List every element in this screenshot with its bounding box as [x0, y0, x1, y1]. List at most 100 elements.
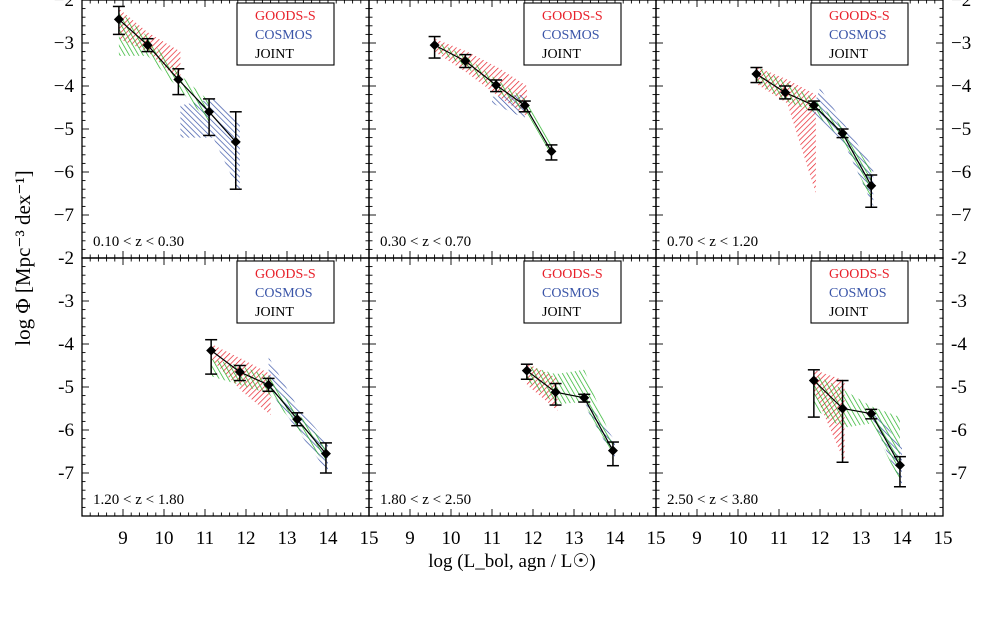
x-tick-label: 13: [852, 528, 871, 549]
x-tick-label: 9: [405, 528, 415, 549]
x-tick-label: 12: [237, 528, 256, 549]
y-tick-label: −7: [54, 205, 74, 226]
cosmos-band: [180, 98, 240, 194]
joint-line: [526, 370, 614, 451]
x-tick-label: 11: [770, 528, 788, 549]
x-tick-label: 11: [483, 528, 501, 549]
data-point: [894, 460, 905, 471]
y-tick-label: -7: [951, 463, 967, 484]
panel-6: -2 -3 -4 -5 -6 -7 9 10 11 12 13 14 15 GOODS-S COSMOS JO…: [655, 248, 967, 549]
panel-5: 9 10 11 12 13 14 15 GOODS-S COSMOS JOINT 1.80 < z …: [368, 257, 666, 549]
data-point: [780, 87, 791, 98]
legend-item: COSMOS: [542, 28, 600, 43]
y-tick-label: -3: [58, 291, 74, 312]
y-tick-label: −6: [54, 162, 74, 183]
data-point: [837, 403, 848, 414]
panel-2: GOODS-S COSMOS JOINT 0.30 < z < 0.70: [368, 0, 657, 259]
x-tick-label: 13: [565, 528, 584, 549]
data-point: [173, 74, 184, 85]
data-point: [292, 414, 303, 425]
panel-1: −2 −3 −4 −5 −6 −7 GOODS-S COSMOS JOINT 0.10 < z <…: [54, 0, 370, 259]
redshift-label: 0.10 < z < 0.30: [93, 234, 184, 250]
x-tick-label: 15: [934, 528, 953, 549]
x-tick-label: 9: [118, 528, 128, 549]
legend-item: JOINT: [255, 47, 294, 62]
legend-box: [236, 260, 335, 324]
legend-box: [810, 2, 909, 66]
panel-4: -2 -3 -4 -5 -6 -7 9 10 11 12 13 14 15 GOODS-S COSMOS JO…: [58, 248, 378, 549]
legend-item: JOINT: [829, 47, 868, 62]
data-point: [837, 128, 848, 139]
data-point: [751, 68, 762, 79]
legend-item: COSMOS: [255, 28, 313, 43]
redshift-label: 0.70 < z < 1.20: [667, 234, 758, 250]
y-tick-label: −6: [951, 162, 971, 183]
x-tick-label: 13: [278, 528, 297, 549]
legend-item: GOODS-S: [542, 267, 603, 282]
joint-band: [756, 66, 872, 200]
data-point: [866, 180, 877, 191]
data-point: [550, 387, 561, 398]
joint-band: [813, 374, 900, 482]
legend-item: COSMOS: [542, 286, 600, 301]
data-point: [521, 365, 532, 376]
panel-3: −2 −3 −4 −5 −6 −7 GOODS-S COSMOS JOINT 0.70 < z <…: [655, 0, 972, 259]
y-tick-label: −4: [54, 76, 75, 97]
cosmos-band: [811, 88, 874, 207]
data-point: [113, 14, 124, 25]
y-tick-label: −2: [951, 0, 971, 11]
data-point: [808, 375, 819, 386]
data-point: [234, 366, 245, 377]
legend-item: JOINT: [542, 305, 581, 320]
x-tick-label: 10: [442, 528, 461, 549]
y-tick-label: −2: [54, 0, 74, 11]
y-tick-label: −5: [54, 119, 74, 140]
x-tick-label: 12: [811, 528, 830, 549]
y-tick-label: -6: [58, 420, 74, 441]
y-tick-label: −3: [951, 33, 971, 54]
x-tick-label: 10: [729, 528, 748, 549]
x-tick-label: 14: [893, 528, 913, 549]
data-point: [491, 80, 502, 91]
redshift-label: 0.30 < z < 0.70: [380, 234, 471, 250]
legend-box: [236, 2, 335, 66]
y-tick-label: -2: [951, 248, 967, 269]
y-tick-label: -5: [58, 377, 74, 398]
legend-item: COSMOS: [829, 286, 887, 301]
legend-item: GOODS-S: [829, 9, 890, 24]
data-point: [579, 392, 590, 403]
y-tick-label: −5: [951, 119, 971, 140]
redshift-label: 1.20 < z < 1.80: [93, 492, 184, 508]
legend-item: GOODS-S: [255, 267, 316, 282]
data-point: [206, 345, 217, 356]
data-point: [142, 40, 153, 51]
data-point: [808, 100, 819, 111]
x-tick-label: 14: [319, 528, 339, 549]
y-tick-label: -7: [58, 463, 74, 484]
y-axis-title: log Φ [Mpc⁻³ dex⁻¹]: [11, 170, 35, 346]
legend-item: JOINT: [255, 305, 294, 320]
data-point: [866, 408, 877, 419]
joint-band: [434, 40, 552, 160]
data-point: [230, 136, 241, 147]
legend-box: [810, 260, 909, 324]
redshift-label: 1.80 < z < 2.50: [380, 492, 471, 508]
legend-item: JOINT: [829, 305, 868, 320]
data-point: [519, 100, 530, 111]
x-tick-label: 11: [196, 528, 214, 549]
y-tick-label: -6: [951, 420, 967, 441]
data-point: [607, 445, 618, 456]
y-tick-label: −7: [951, 205, 971, 226]
legend-item: JOINT: [542, 47, 581, 62]
legend-item: COSMOS: [829, 28, 887, 43]
legend-item: GOODS-S: [829, 267, 890, 282]
legend-item: GOODS-S: [255, 9, 316, 24]
x-tick-label: 15: [647, 528, 666, 549]
data-point: [263, 379, 274, 390]
legend-item: GOODS-S: [542, 9, 603, 24]
joint-line: [813, 380, 901, 466]
data-point: [460, 56, 471, 67]
x-tick-label: 10: [155, 528, 174, 549]
y-tick-label: -4: [58, 334, 74, 355]
